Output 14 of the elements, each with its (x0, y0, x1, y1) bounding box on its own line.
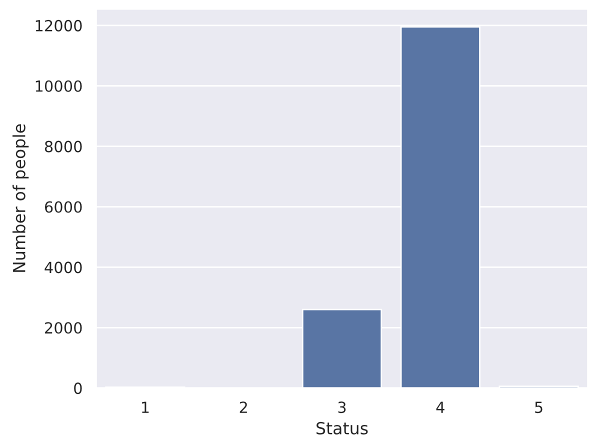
y-tick-label: 12000 (36, 20, 82, 32)
x-tick-label: 2 (240, 402, 247, 413)
y-tick-label: 2000 (45, 322, 82, 334)
y-tick-label: 0 (74, 382, 82, 394)
y-tick-label: 6000 (44, 201, 82, 213)
x-axis-title: Status (316, 422, 368, 435)
x-tick-label: 5 (535, 402, 542, 414)
y-tick-label: 4000 (44, 262, 82, 274)
y-axis-title: Number of people (12, 124, 29, 272)
x-tick-label: 3 (338, 402, 346, 414)
x-tick-label: 4 (436, 402, 444, 413)
y-tick-label: 10000 (36, 80, 82, 92)
x-tick-label: 1 (142, 402, 149, 413)
y-tick-label: 8000 (44, 140, 82, 152)
